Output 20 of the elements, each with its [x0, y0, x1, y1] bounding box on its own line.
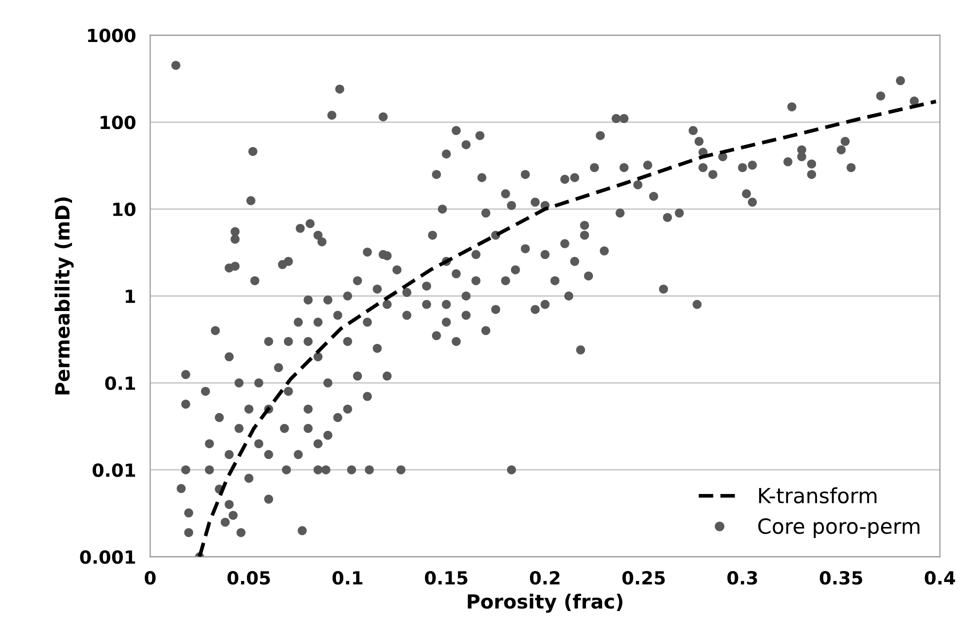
legend-label: Core poro-perm: [758, 518, 920, 538]
x-tick-label: 0.1: [332, 571, 362, 585]
y-axis-title: Permeability (mD): [54, 197, 74, 394]
legend-label: K-transform: [759, 487, 876, 504]
x-tick-label: 0.05: [228, 571, 270, 585]
y-tick-label: 100: [100, 116, 136, 130]
x-axis-title: Porosity (frac): [468, 594, 622, 613]
y-tick-label: 1: [126, 290, 136, 303]
y-tick-label: 0.001: [80, 550, 136, 564]
y-tick-label: 10: [113, 202, 136, 216]
y-tick-label: 1000: [88, 28, 136, 42]
y-tick-label: 0.01: [92, 463, 136, 477]
y-tick-label: 0.1: [105, 376, 136, 390]
x-tick-label: 0.35: [820, 571, 862, 585]
x-tick-label: 0.4: [924, 571, 956, 585]
x-tick-label: 0: [144, 571, 156, 585]
x-tick-label: 0.25: [622, 571, 665, 585]
x-tick-label: 0.2: [530, 571, 560, 585]
x-tick-label: 0.15: [424, 571, 468, 585]
x-tick-label: 0.3: [727, 571, 758, 585]
